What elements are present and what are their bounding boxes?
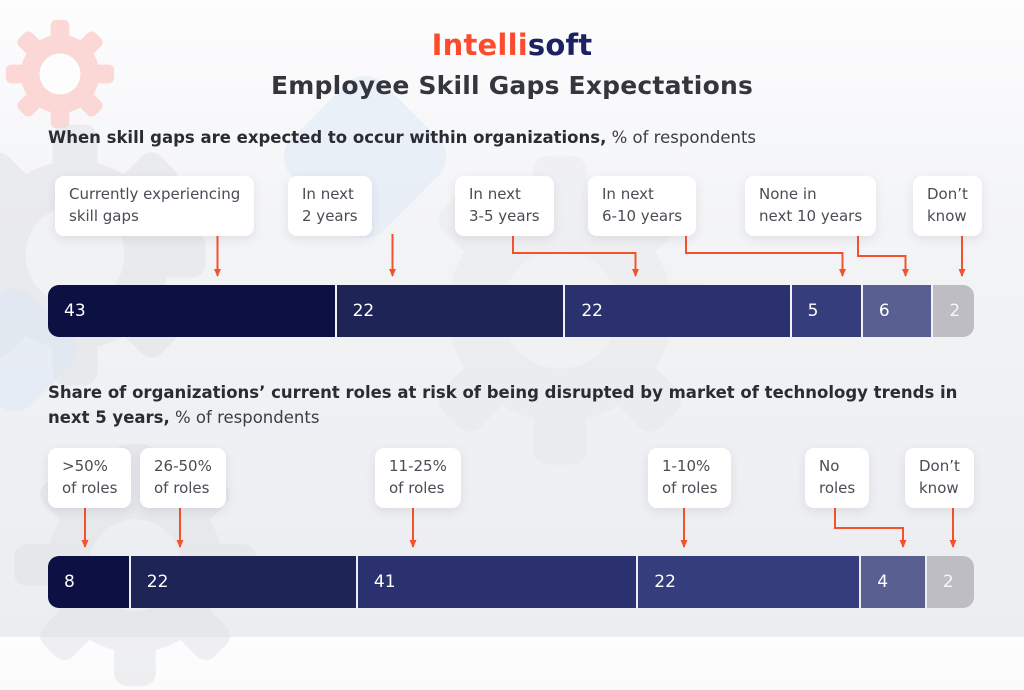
chart1-heading-normal: % of respondents xyxy=(606,128,757,147)
chart1-card-next-3-5-years: In next 3-5 years xyxy=(455,176,554,236)
connector-arrow xyxy=(512,234,639,277)
chart1-heading-bold: When skill gaps are expected to occur wi… xyxy=(48,128,607,147)
chart2-heading: Share of organizations’ current roles at… xyxy=(48,381,998,431)
chart2-segment-11-25pct: 41 xyxy=(357,556,637,608)
chart1-card-next-6-10-years: In next 6-10 years xyxy=(588,176,697,236)
chart1-value-3-5-years: 22 xyxy=(581,301,603,321)
chart1-segment-3-5-years: 22 xyxy=(565,285,790,337)
chart2-card-no-roles: No roles xyxy=(805,448,870,508)
page-title: Employee Skill Gaps Expectations xyxy=(270,71,754,100)
chart2-segment-dont-know: 2 xyxy=(926,556,974,608)
chart2-stacked-bar: 8 22 41 22 4 2 xyxy=(48,556,974,608)
chart2-card-over-50pct: >50% of roles xyxy=(48,448,132,508)
chart1-value-2-years: 22 xyxy=(352,301,375,321)
connector-arrow xyxy=(834,506,907,548)
chart2-value-11-25pct: 41 xyxy=(373,572,396,592)
chart1-value-dont-know: 2 xyxy=(949,301,961,321)
chart2-value-26-50pct: 22 xyxy=(146,572,169,592)
chart1-value-none-10-years: 6 xyxy=(878,301,890,321)
chart2-segment-no-roles: 4 xyxy=(861,556,925,608)
logo-part-navy: soft xyxy=(527,28,593,62)
chart2-card-dont-know: Don’t know xyxy=(905,448,974,508)
chart2-value-over-50pct: 8 xyxy=(64,572,75,592)
chart1-card-dont-know: Don’t know xyxy=(913,176,982,236)
chart1-segment-dont-know: 2 xyxy=(933,285,974,337)
chart2-card-26-50pct: 26-50% of roles xyxy=(140,448,226,508)
chart1-value-6-10-years: 5 xyxy=(807,301,819,321)
chart1-segment-6-10-years: 5 xyxy=(791,285,861,337)
chart1-segment-2-years: 22 xyxy=(336,285,564,337)
chart2-value-1-10pct: 22 xyxy=(654,572,676,592)
chart2-value-dont-know: 2 xyxy=(942,572,954,592)
connector-arrow xyxy=(685,234,846,277)
chart1-card-none-next-10-years: None in next 10 years xyxy=(745,176,877,236)
chart2-card-11-25pct: 11-25% of roles xyxy=(375,448,461,508)
chart1-value-currently: 43 xyxy=(64,301,86,321)
chart2-segment-26-50pct: 22 xyxy=(130,556,356,608)
chart1-segment-currently: 43 xyxy=(48,285,335,337)
gear-icon xyxy=(0,124,206,386)
chart2-segment-over-50pct: 8 xyxy=(48,556,129,608)
intellisoft-logo: Intellisoft xyxy=(0,28,1024,62)
header: Intellisoft Employee Skill Gaps Expectat… xyxy=(0,0,1024,100)
chart2-segment-1-10pct: 22 xyxy=(638,556,860,608)
logo-part-red: Intelli xyxy=(431,28,528,62)
chart2-card-1-10pct: 1-10% of roles xyxy=(648,448,732,508)
connector-arrow xyxy=(857,234,909,277)
chart1-stacked-bar: 43 22 22 5 6 2 xyxy=(48,285,974,337)
chart1-heading: When skill gaps are expected to occur wi… xyxy=(48,126,998,151)
chart2-value-no-roles: 4 xyxy=(877,572,889,592)
chart2-heading-normal: % of respondents xyxy=(169,407,320,427)
chart1-segment-none-10-years: 6 xyxy=(862,285,932,337)
chart1-card-next-2-years: In next 2 years xyxy=(288,176,372,236)
chart1-card-currently-experiencing: Currently experiencing skill gaps xyxy=(55,176,255,236)
